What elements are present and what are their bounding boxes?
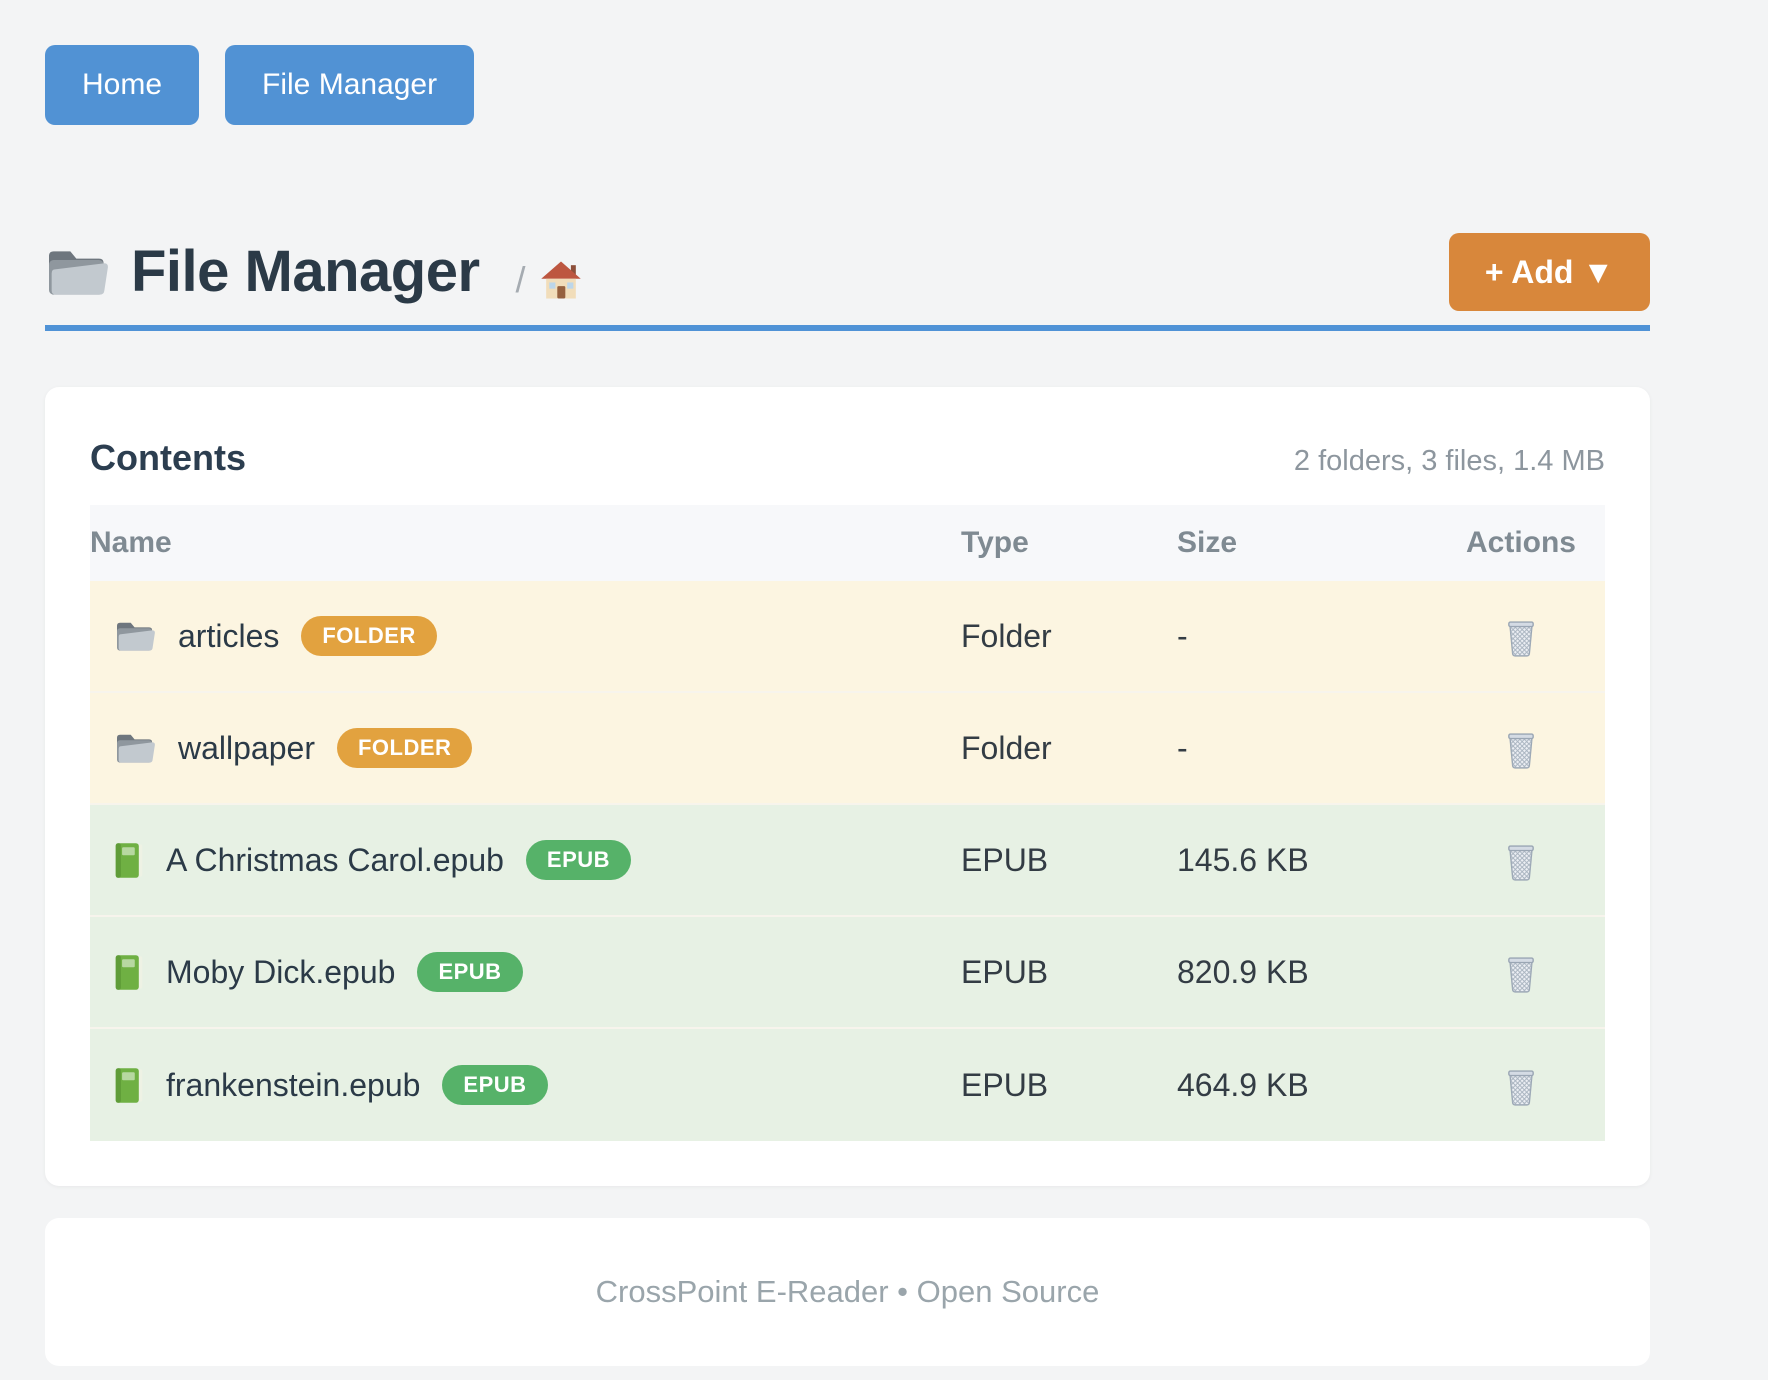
header-divider bbox=[45, 325, 1650, 331]
name-cell: frankenstein.epub EPUB bbox=[90, 1065, 961, 1105]
nav-file-manager-button[interactable]: File Manager bbox=[225, 45, 475, 125]
title-wrap: File Manager / bbox=[45, 240, 582, 304]
contents-summary: 2 folders, 3 files, 1.4 MB bbox=[1293, 445, 1605, 477]
green-book-icon bbox=[114, 842, 144, 879]
type-badge: EPUB bbox=[442, 1065, 548, 1105]
column-header-actions: Actions bbox=[1465, 526, 1576, 559]
page-container: Home File Manager File Manager / bbox=[45, 0, 1650, 1366]
breadcrumb: / bbox=[516, 259, 582, 301]
column-header-name: Name bbox=[90, 526, 172, 559]
type-badge: EPUB bbox=[525, 840, 632, 880]
table-row: articles FOLDER Folder - bbox=[90, 581, 1605, 693]
delete-button[interactable] bbox=[1500, 1061, 1542, 1110]
name-cell: A Christmas Carol.epub EPUB bbox=[90, 840, 961, 880]
page-title: File Manager bbox=[131, 239, 480, 305]
type-cell: EPUB bbox=[961, 953, 1049, 990]
table-header-row: Name Type Size Actions bbox=[90, 505, 1605, 581]
type-cell: Folder bbox=[961, 617, 1052, 654]
table-row: frankenstein.epub EPUB EPUB 464.9 KB bbox=[90, 1029, 1605, 1141]
file-table: Name Type Size Actions articles bbox=[90, 505, 1605, 1141]
size-cell: - bbox=[1177, 729, 1188, 766]
type-cell: EPUB bbox=[961, 841, 1049, 878]
column-header-type: Type bbox=[961, 526, 1029, 559]
delete-button[interactable] bbox=[1500, 724, 1542, 773]
table-row: A Christmas Carol.epub EPUB EPUB 145.6 K… bbox=[90, 805, 1605, 917]
trash-icon bbox=[1504, 728, 1538, 769]
size-cell: 464.9 KB bbox=[1177, 1066, 1309, 1103]
size-cell: 820.9 KB bbox=[1177, 953, 1309, 990]
trash-icon bbox=[1504, 840, 1538, 881]
top-nav: Home File Manager bbox=[45, 0, 1650, 125]
breadcrumb-separator: / bbox=[515, 258, 526, 300]
file-name[interactable]: wallpaper bbox=[178, 729, 315, 766]
file-name[interactable]: A Christmas Carol.epub bbox=[166, 841, 504, 878]
file-name[interactable]: frankenstein.epub bbox=[166, 1066, 421, 1103]
table-row: Moby Dick.epub EPUB EPUB 820.9 KB bbox=[90, 917, 1605, 1029]
name-cell: wallpaper FOLDER bbox=[90, 728, 961, 768]
actions-cell bbox=[1437, 612, 1605, 661]
actions-cell bbox=[1437, 836, 1605, 885]
type-badge: FOLDER bbox=[301, 616, 437, 656]
type-badge: EPUB bbox=[417, 952, 523, 992]
delete-button[interactable] bbox=[1500, 612, 1542, 661]
trash-icon bbox=[1504, 616, 1538, 657]
trash-icon bbox=[1504, 952, 1538, 993]
type-cell: Folder bbox=[961, 729, 1052, 766]
type-badge: FOLDER bbox=[336, 728, 473, 768]
file-name[interactable]: articles bbox=[178, 617, 280, 654]
green-book-icon bbox=[114, 1067, 144, 1104]
nav-home-button[interactable]: Home bbox=[45, 45, 200, 125]
contents-card-header: Contents 2 folders, 3 files, 1.4 MB bbox=[90, 437, 1605, 479]
footer-card: CrossPoint E-Reader • Open Source bbox=[45, 1218, 1650, 1366]
folder-icon bbox=[114, 730, 156, 766]
page-header: File Manager / + Add ▼ bbox=[45, 233, 1650, 311]
green-book-icon bbox=[114, 954, 144, 991]
type-cell: EPUB bbox=[961, 1066, 1049, 1103]
file-name[interactable]: Moby Dick.epub bbox=[166, 953, 396, 990]
open-folder-icon bbox=[45, 244, 109, 300]
actions-cell bbox=[1437, 948, 1605, 997]
actions-cell bbox=[1437, 1061, 1605, 1110]
name-cell: articles FOLDER bbox=[90, 616, 961, 656]
delete-button[interactable] bbox=[1500, 948, 1542, 997]
contents-heading: Contents bbox=[90, 437, 246, 478]
add-button[interactable]: + Add ▼ bbox=[1448, 233, 1650, 311]
table-row: wallpaper FOLDER Folder - bbox=[90, 693, 1605, 805]
size-cell: - bbox=[1177, 617, 1188, 654]
size-cell: 145.6 KB bbox=[1177, 841, 1309, 878]
trash-icon bbox=[1504, 1065, 1538, 1106]
name-cell: Moby Dick.epub EPUB bbox=[90, 952, 961, 992]
actions-cell bbox=[1437, 724, 1605, 773]
delete-button[interactable] bbox=[1500, 836, 1542, 885]
footer-text: CrossPoint E-Reader • Open Source bbox=[595, 1274, 1100, 1309]
column-header-size: Size bbox=[1177, 526, 1238, 559]
home-icon[interactable] bbox=[540, 260, 582, 300]
contents-card: Contents 2 folders, 3 files, 1.4 MB Name… bbox=[45, 387, 1650, 1186]
folder-icon bbox=[114, 618, 156, 654]
